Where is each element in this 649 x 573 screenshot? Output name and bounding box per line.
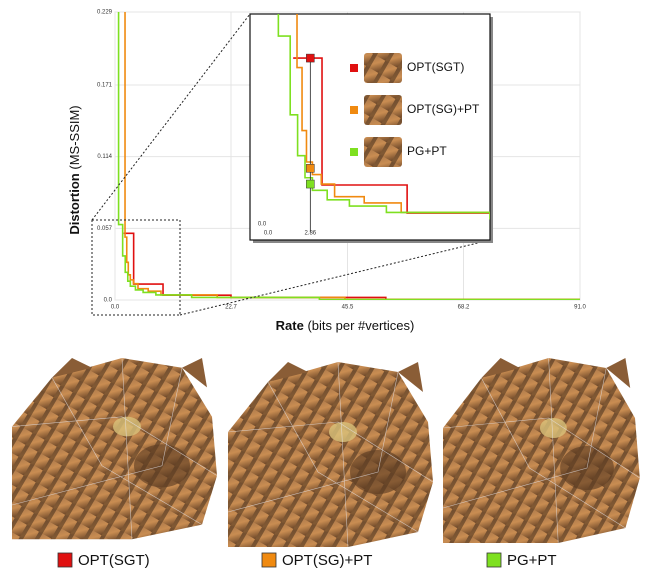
legend-swatch [487,553,501,567]
x-tick-label: 68.2 [458,305,470,311]
y-axis-label: Distortion (MS-SSIM) [67,105,82,234]
tiger-image [12,358,217,539]
x-label-main: Rate [276,318,304,333]
x-tick-label: 0.0 [264,231,273,237]
x-label-detail: (bits per #vertices) [307,318,414,333]
y-label-detail: (MS-SSIM) [67,105,82,169]
x-tick-label: 22.7 [225,305,237,311]
y-tick-label: 0.229 [97,10,113,16]
y-tick-label: 0.171 [97,83,113,89]
x-tick-label: 0.0 [111,305,120,311]
y-tick-label: 0.057 [97,226,113,232]
y-label-main: Distortion [67,173,82,234]
x-tick-label: 45.5 [342,305,354,311]
legend-label: OPT(SGT) [407,60,464,74]
y-tick-label: 0.0 [258,222,267,228]
point-marker [306,180,314,188]
figure: 0.0 0.057 0.114 0.171 0.229 0.0 22.7 45.5 68.2 91… [0,0,649,573]
legend-label: OPT(SG)+PT [282,552,372,569]
x-tick-label: 91.0 [574,305,586,311]
legend-label: PG+PT [407,144,447,158]
y-tick-label: 0.0 [104,298,113,304]
legend-label: PG+PT [507,552,557,569]
legend-thumbnail [364,53,402,83]
y-tick-label: 0.114 [97,154,112,160]
legend-swatch [350,106,358,114]
legend-label: OPT(SGT) [78,552,150,569]
legend-thumbnail [364,137,402,167]
tiger-image [228,362,433,547]
legend-swatch [58,553,72,567]
legend-thumbnail [364,95,402,125]
bottom-legend: OPT(SGT) OPT(SG)+PT PG+PT [58,552,557,569]
legend-swatch [262,553,276,567]
tiger-image [443,358,640,543]
point-marker [306,164,314,172]
legend-label: OPT(SG)+PT [407,102,480,116]
legend-swatch [350,64,358,72]
x-axis-label: Rate (bits per #vertices) [276,318,415,333]
legend-swatch [350,148,358,156]
point-marker [306,54,314,62]
